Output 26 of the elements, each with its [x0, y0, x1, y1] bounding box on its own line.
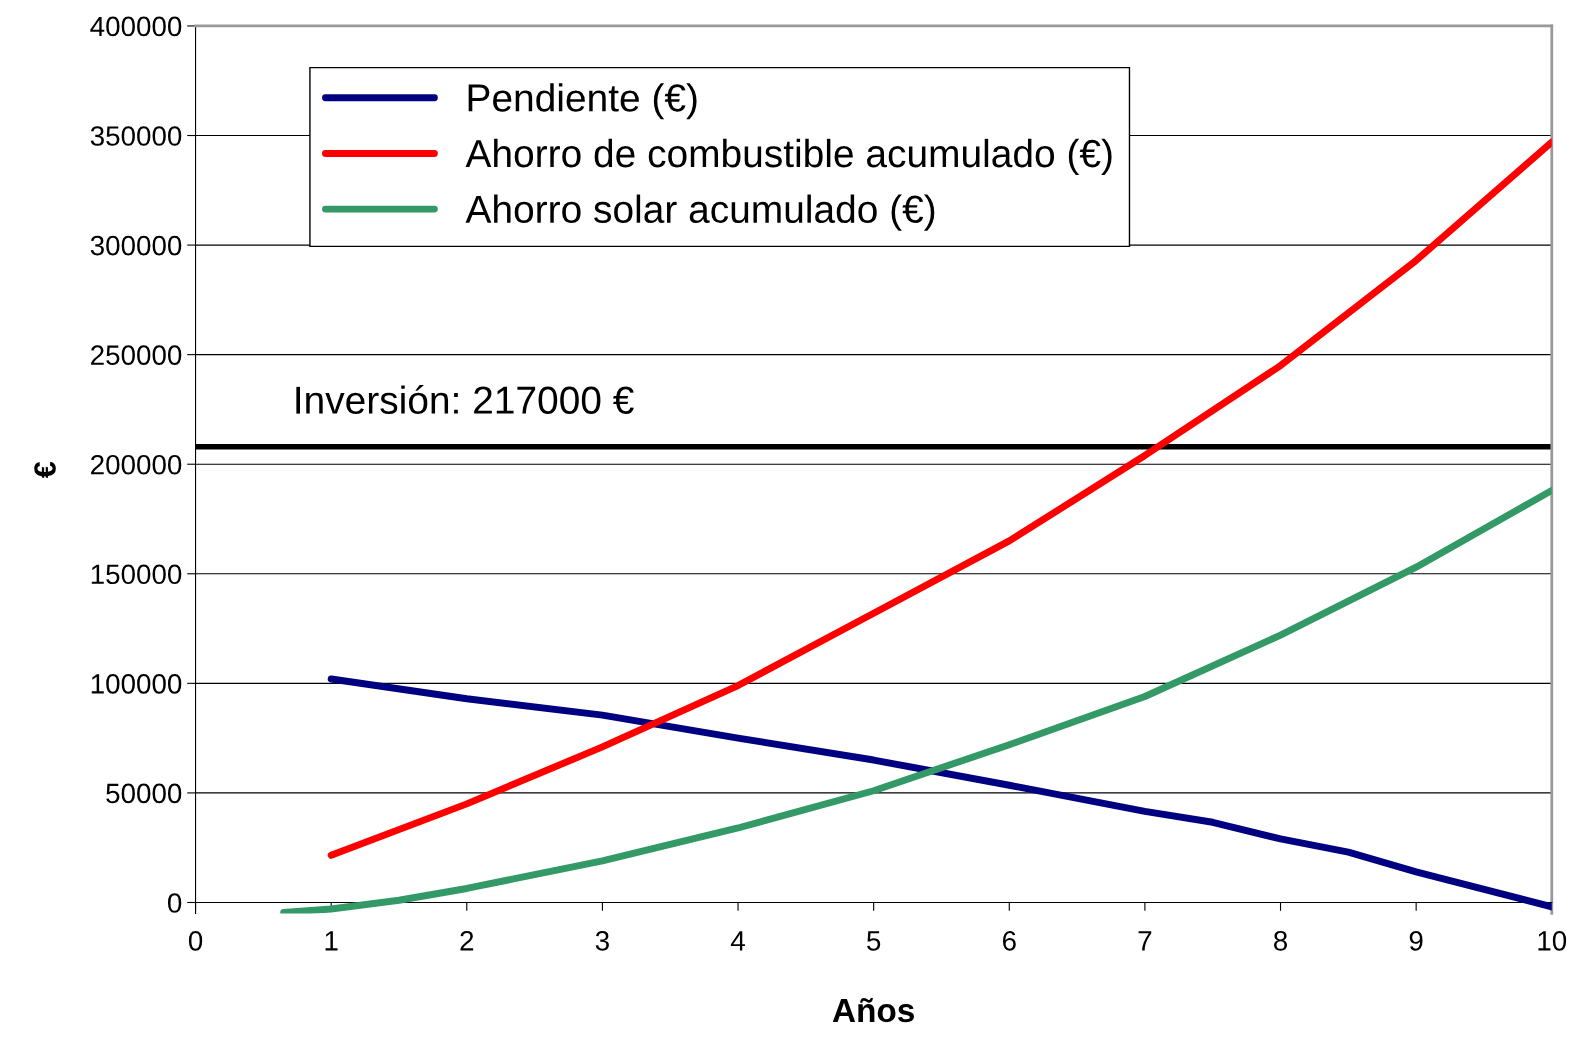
x-tick-label: 7	[1138, 931, 1152, 951]
annotation: Inversión: 217000 €	[296, 384, 634, 414]
x-tick-label: 10	[1538, 930, 1567, 951]
y-tick-label: 100000	[91, 674, 182, 694]
y-tick-label: 300000	[90, 235, 182, 256]
y-tick-label: 250000	[91, 345, 182, 365]
y-tick-label: 400000	[90, 16, 182, 37]
y-axis-title: €	[34, 461, 56, 479]
legend-label: Pendiente (€)	[468, 83, 697, 120]
y-tick-label: 200000	[91, 454, 182, 475]
x-tick-label: 0	[188, 930, 203, 951]
x-tick-label: 4	[730, 931, 745, 951]
y-tick-label: 350000	[90, 126, 182, 146]
y-tick-label: 0	[167, 893, 182, 913]
x-tick-label: 3	[595, 930, 609, 951]
legend-label: Ahorro solar acumulado (€)	[465, 194, 935, 231]
x-tick-label: 5	[867, 931, 881, 951]
y-tick-label: 50000	[106, 783, 182, 804]
x-tick-label: 8	[1274, 930, 1288, 951]
x-axis-title: Años	[832, 997, 914, 1023]
x-tick-label: 6	[1002, 930, 1016, 951]
x-tick-label: 2	[460, 930, 474, 951]
y-tick-label: 150000	[91, 564, 182, 585]
legend-label: Ahorro de combustible acumulado (€)	[465, 138, 1112, 176]
x-tick-label: 1	[325, 931, 338, 951]
x-tick-label: 9	[1409, 930, 1423, 951]
